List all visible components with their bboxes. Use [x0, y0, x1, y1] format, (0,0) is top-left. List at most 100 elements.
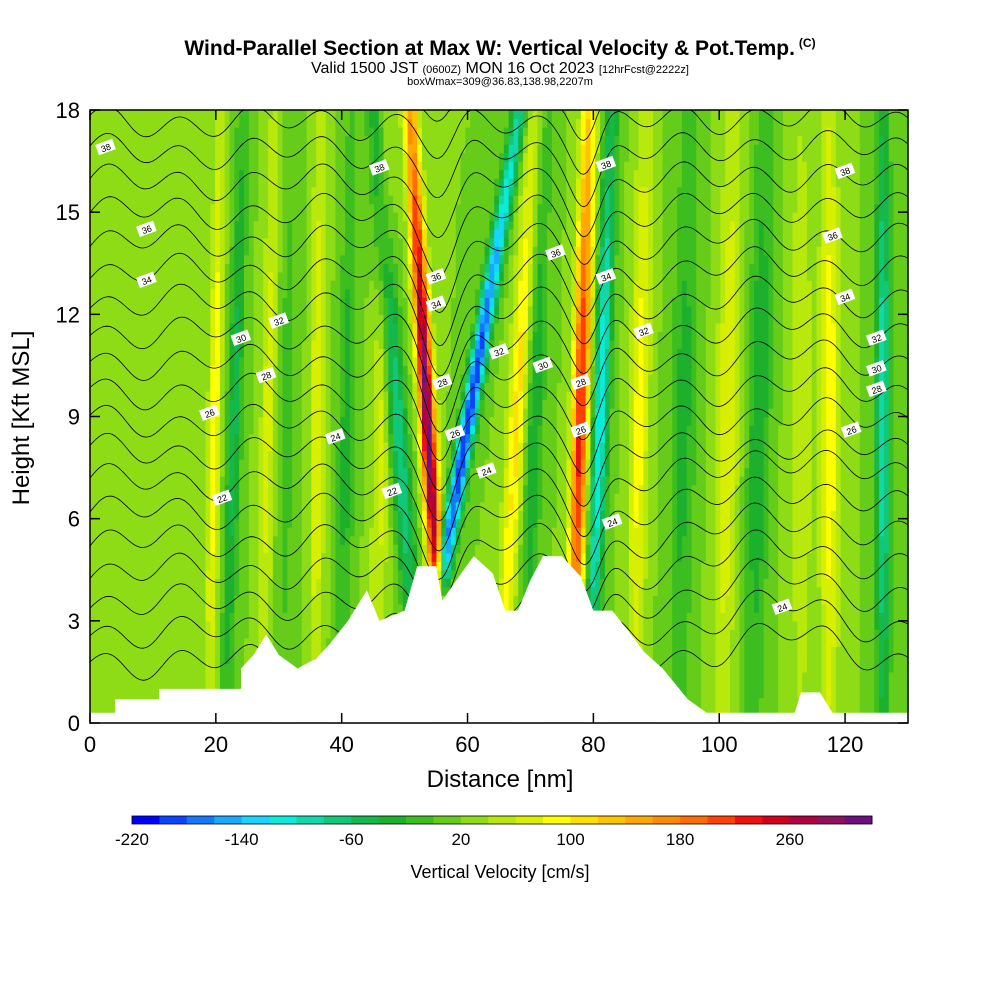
- w-cell: [816, 552, 822, 562]
- w-cell: [104, 569, 110, 579]
- w-cell: [191, 595, 197, 605]
- w-cell: [412, 535, 418, 545]
- w-cell: [162, 561, 168, 571]
- w-cell: [778, 586, 784, 596]
- w-cell: [749, 688, 755, 699]
- w-cell: [874, 586, 880, 596]
- w-cell: [677, 476, 683, 486]
- w-cell: [883, 569, 890, 579]
- w-cell: [518, 518, 524, 528]
- w-cell: [325, 501, 332, 511]
- w-cell: [566, 544, 572, 554]
- w-cell: [349, 527, 356, 537]
- w-cell: [604, 493, 611, 503]
- w-cell: [835, 620, 842, 630]
- w-cell: [874, 510, 880, 520]
- w-cell: [527, 518, 534, 528]
- w-cell: [590, 569, 596, 579]
- w-cell: [677, 501, 683, 511]
- w-cell: [648, 527, 654, 537]
- w-cell: [874, 535, 880, 545]
- w-cell: [787, 578, 794, 588]
- w-cell: [431, 510, 438, 520]
- w-cell: [123, 467, 130, 477]
- w-cell: [523, 476, 529, 486]
- w-cell: [229, 620, 235, 630]
- w-cell: [778, 646, 784, 656]
- w-cell: [879, 680, 885, 690]
- w-cell: [258, 467, 264, 477]
- w-cell: [109, 493, 115, 503]
- w-cell: [282, 501, 288, 511]
- w-cell: [340, 493, 346, 503]
- w-cell: [162, 518, 168, 528]
- w-cell: [292, 629, 298, 639]
- w-cell: [513, 544, 519, 554]
- w-cell: [210, 586, 216, 596]
- w-cell: [176, 527, 183, 537]
- w-cell: [407, 535, 413, 545]
- w-cell: [479, 544, 486, 554]
- w-cell: [186, 569, 192, 579]
- w-cell: [272, 501, 279, 511]
- w-cell: [715, 637, 721, 647]
- w-cell: [272, 544, 279, 554]
- w-cell: [138, 493, 144, 503]
- w-cell: [874, 671, 880, 682]
- w-cell: [94, 629, 101, 639]
- w-cell: [104, 544, 110, 554]
- w-cell: [157, 561, 163, 571]
- w-cell: [388, 544, 394, 554]
- w-cell: [686, 688, 693, 699]
- w-cell: [754, 484, 760, 494]
- w-cell: [166, 476, 173, 486]
- w-cell: [219, 467, 226, 477]
- w-cell: [609, 510, 616, 520]
- w-cell: [657, 535, 664, 545]
- w-cell: [378, 561, 385, 571]
- w-cell: [316, 578, 322, 588]
- w-cell: [691, 484, 697, 494]
- w-cell: [859, 663, 866, 673]
- w-cell: [758, 620, 765, 630]
- w-cell: [672, 518, 678, 528]
- w-cell: [850, 578, 856, 588]
- w-cell: [210, 637, 216, 647]
- w-cell: [595, 552, 601, 562]
- w-cell: [624, 484, 630, 494]
- w-cell: [739, 544, 745, 554]
- w-cell: [667, 646, 673, 656]
- w-cell: [662, 544, 669, 554]
- w-cell: [397, 535, 404, 545]
- w-cell: [455, 510, 462, 520]
- w-cell: [282, 493, 288, 503]
- w-cell: [138, 569, 144, 579]
- w-cell: [90, 688, 96, 699]
- w-cell: [883, 688, 890, 699]
- w-cell: [176, 493, 183, 503]
- w-cell: [215, 646, 221, 656]
- w-cell: [667, 586, 673, 596]
- w-cell: [109, 484, 115, 494]
- w-cell: [677, 603, 683, 613]
- w-cell: [681, 654, 688, 664]
- w-cell: [114, 620, 120, 630]
- w-cell: [739, 671, 745, 682]
- w-cell: [778, 663, 784, 673]
- w-cell: [835, 561, 842, 571]
- w-cell: [787, 663, 794, 673]
- w-cell: [200, 476, 207, 486]
- w-cell: [383, 510, 389, 520]
- w-cell: [855, 501, 861, 511]
- w-cell: [845, 637, 851, 647]
- w-cell: [749, 671, 755, 682]
- w-cell: [859, 646, 866, 656]
- w-cell: [720, 697, 726, 707]
- w-cell: [330, 629, 336, 639]
- w-cell: [821, 535, 827, 545]
- w-cell: [633, 484, 640, 494]
- w-cell: [316, 493, 322, 503]
- w-cell: [898, 629, 904, 639]
- w-cell: [99, 552, 106, 562]
- w-cell: [893, 654, 899, 664]
